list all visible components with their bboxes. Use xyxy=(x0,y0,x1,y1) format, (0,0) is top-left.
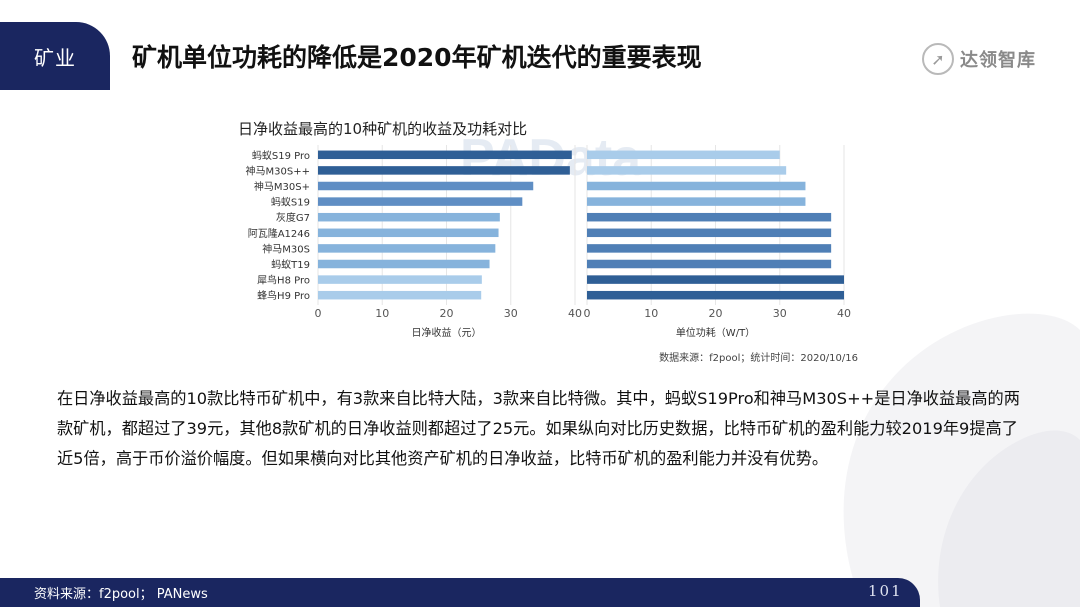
category-label: 神马M30S xyxy=(262,242,310,255)
x-tick-label: 0 xyxy=(315,307,322,320)
section-tag: 矿业 xyxy=(0,22,110,90)
brand-logo: ➚ 达领智库 xyxy=(922,43,1036,75)
body-paragraph: 在日净收益最高的10款比特币矿机中，有3款来自比特大陆，3款来自比特微。其中，蚂… xyxy=(57,389,1020,468)
power-bar xyxy=(587,197,806,206)
category-label: 灰度G7 xyxy=(276,211,310,224)
category-label: 神马M30S+ xyxy=(254,180,310,193)
income-bar xyxy=(318,181,534,191)
income-bar xyxy=(318,212,500,222)
x-tick-label: 40 xyxy=(568,307,582,320)
page-number: 101 xyxy=(868,582,903,600)
income-bar xyxy=(318,228,499,238)
chart-figure: PAData日净收益最高的10种矿机的收益及功耗对比010203040日净收益（… xyxy=(230,110,870,372)
x-axis-label: 日净收益（元） xyxy=(412,326,482,339)
rocket-logo-icon: ➚ xyxy=(922,43,954,75)
power-bar xyxy=(587,228,832,238)
x-tick-label: 0 xyxy=(584,307,591,320)
brand-logo-text: 达领智库 xyxy=(960,50,1036,71)
category-label: 蚂蚁S19 Pro xyxy=(252,149,310,162)
x-tick-label: 20 xyxy=(440,307,454,320)
income-bar xyxy=(318,259,490,269)
power-bar xyxy=(587,212,832,222)
category-label: 犀鸟H8 Pro xyxy=(257,274,310,287)
x-tick-label: 10 xyxy=(644,307,658,320)
page-title: 矿机单位功耗的降低是2020年矿机迭代的重要表现 xyxy=(132,43,702,72)
section-tag-label: 矿业 xyxy=(34,45,76,70)
income-bar xyxy=(318,290,482,300)
power-bar xyxy=(587,181,806,191)
power-bar xyxy=(587,259,832,269)
category-label: 蚂蚁S19 xyxy=(271,196,310,209)
power-bar xyxy=(587,290,844,300)
chart-title: 日净收益最高的10种矿机的收益及功耗对比 xyxy=(238,120,527,138)
bar-chart: PAData日净收益最高的10种矿机的收益及功耗对比010203040日净收益（… xyxy=(238,120,858,364)
x-tick-label: 40 xyxy=(837,307,851,320)
income-bar xyxy=(318,244,496,253)
category-label: 蜂鸟H9 Pro xyxy=(257,289,310,302)
footer-bar: 资料来源：f2pool； PANews 101 xyxy=(0,578,920,607)
income-bar xyxy=(318,275,482,284)
power-bar xyxy=(587,275,844,284)
category-label: 阿瓦隆A1246 xyxy=(248,227,310,240)
x-tick-label: 30 xyxy=(773,307,787,320)
x-tick-label: 30 xyxy=(504,307,518,320)
power-bar xyxy=(587,244,832,253)
chart-source: 数据来源：f2pool；统计时间：2020/10/16 xyxy=(659,351,858,364)
power-bar xyxy=(587,150,780,160)
x-tick-label: 20 xyxy=(709,307,723,320)
income-bar xyxy=(318,150,572,160)
x-axis-label: 单位功耗（W/T） xyxy=(676,326,755,339)
income-bar xyxy=(318,166,570,175)
footer-source: 资料来源：f2pool； PANews xyxy=(34,587,208,602)
income-bar xyxy=(318,197,523,206)
x-tick-label: 10 xyxy=(375,307,389,320)
category-label: 神马M30S++ xyxy=(246,164,310,177)
category-label: 蚂蚁T19 xyxy=(271,258,310,271)
power-bar xyxy=(587,166,787,175)
